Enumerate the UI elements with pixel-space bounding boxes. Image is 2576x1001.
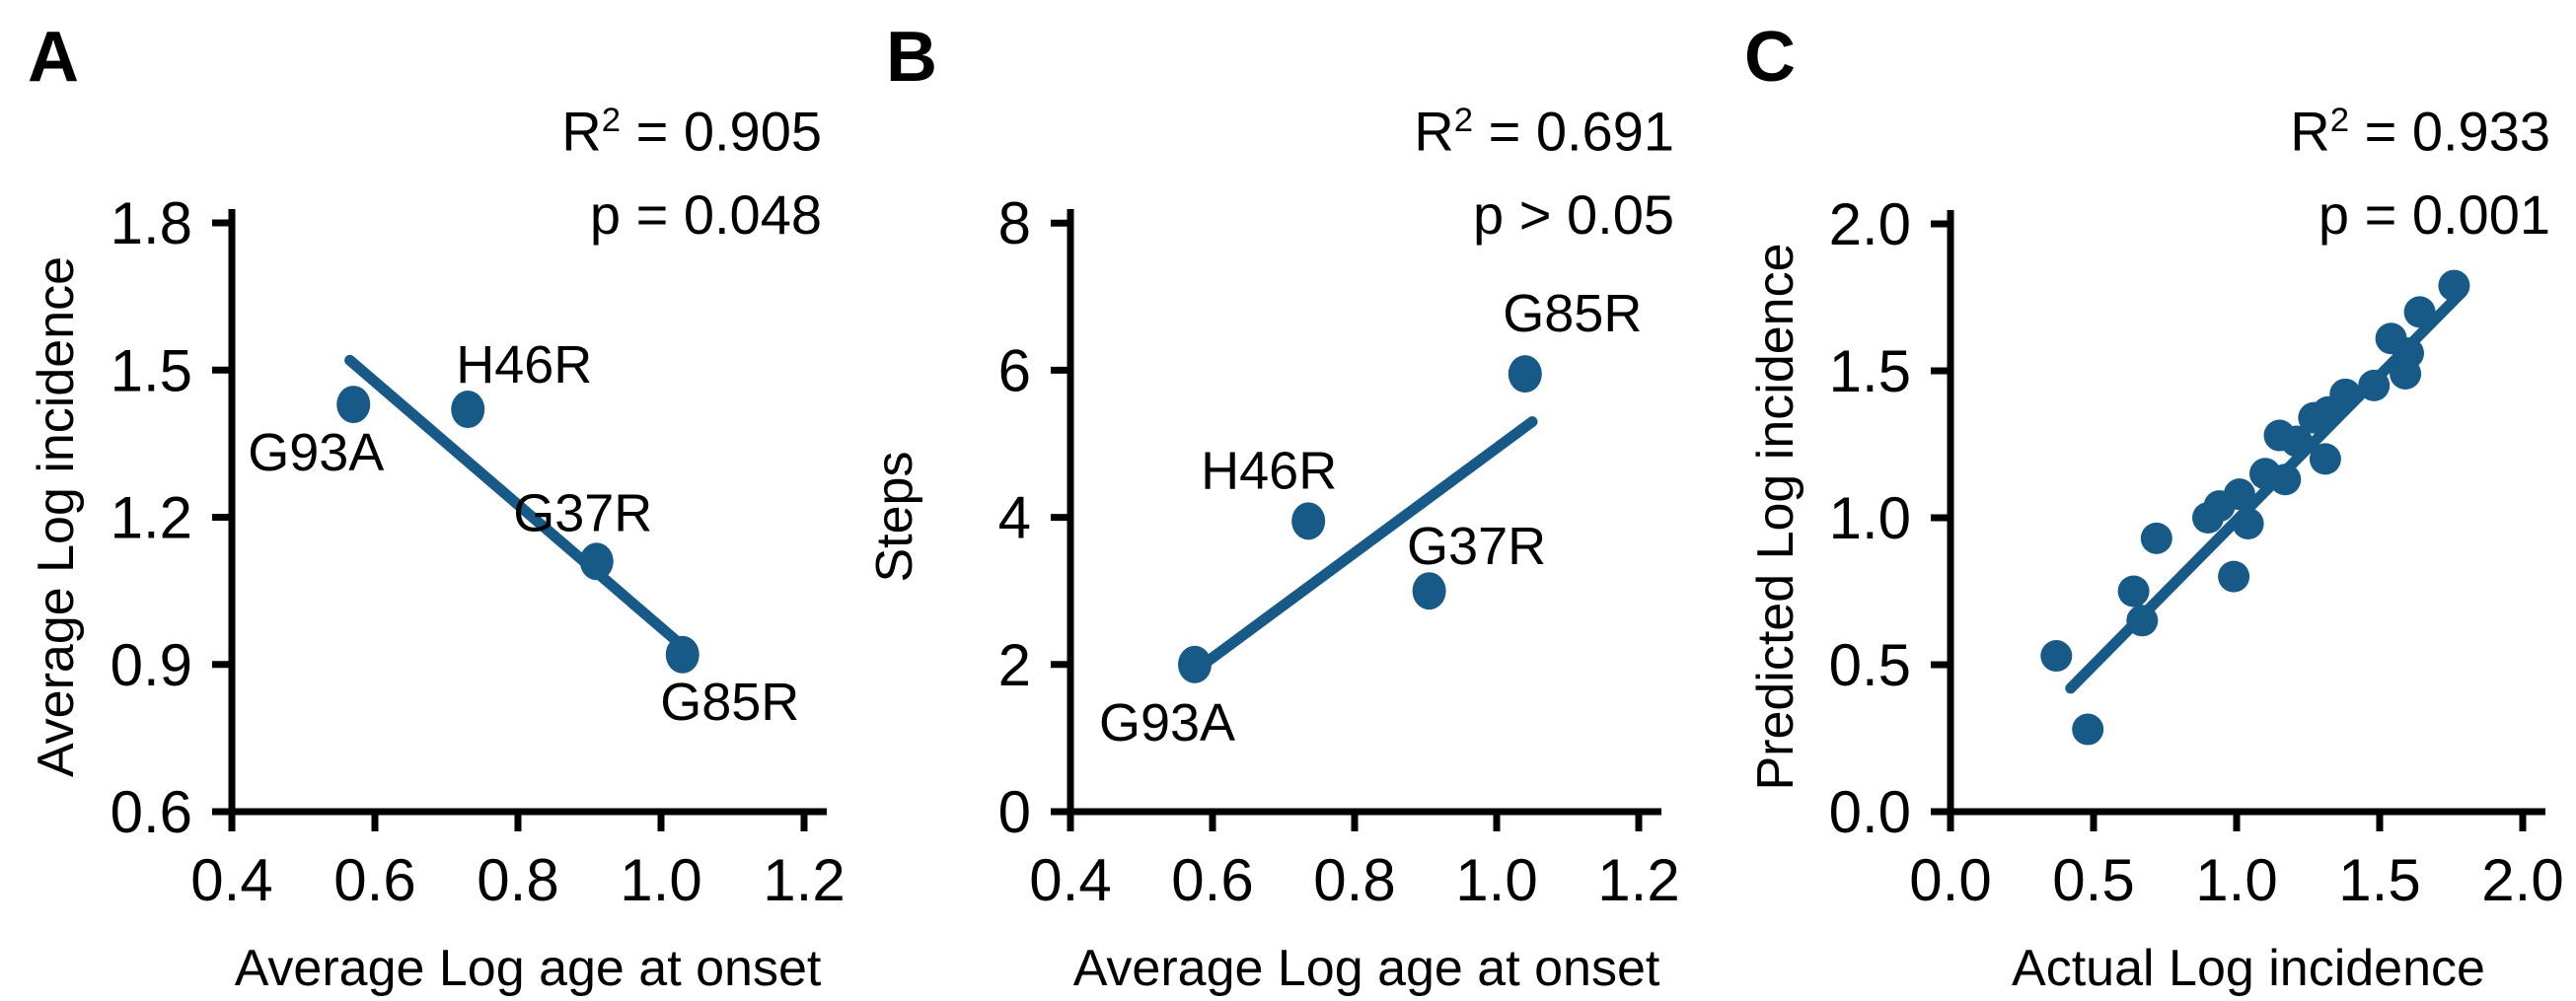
data-point	[2126, 605, 2159, 637]
data-point-label: G37R	[513, 483, 652, 542]
x-axis-title-a: Average Log age at onset	[234, 940, 822, 997]
data-point-label: G93A	[248, 423, 384, 482]
y-axis-title-c: Predicted Log incidence	[1747, 243, 1804, 791]
data-point	[579, 542, 614, 581]
r-squared-text: R2 = 0.691	[1414, 100, 1674, 163]
y-axis-title-b: Steps	[866, 451, 923, 583]
data-point	[2438, 269, 2470, 302]
y-tick-label: 0.5	[1829, 632, 1911, 698]
x-tick-label: 1.2	[763, 847, 845, 913]
p-value-text: p > 0.05	[1473, 182, 1674, 246]
data-point	[1412, 572, 1446, 610]
data-point	[1178, 645, 1212, 683]
trend-line	[1193, 416, 1538, 675]
y-tick-label: 1.5	[1829, 338, 1911, 404]
x-tick-label: 0.6	[1171, 847, 1253, 913]
p-value-text: p = 0.048	[589, 182, 822, 246]
y-tick-label: 0.6	[110, 779, 192, 845]
data-point	[2329, 378, 2362, 410]
superscript-2: 2	[601, 102, 622, 139]
panel-b-plot: 0.4 0.6 0.8 1.0 1.2 0 2 4 6 8 G93A H46R G37R G85R	[998, 190, 1680, 913]
y-tick-label: 1.2	[110, 485, 192, 551]
data-point	[1508, 355, 1542, 393]
data-point	[2140, 522, 2172, 554]
data-point	[2117, 575, 2150, 608]
stats-block-b: R2 = 0.691 p > 0.05	[1280, 79, 1674, 256]
data-point	[2269, 464, 2302, 496]
data-point	[2358, 369, 2391, 401]
data-point	[2223, 478, 2255, 511]
data-point	[2040, 640, 2073, 673]
x-tick-label: 0.4	[190, 847, 272, 913]
data-point-label: G85R	[660, 673, 799, 732]
data-point	[2232, 507, 2264, 539]
data-point	[1291, 502, 1326, 540]
panel-c-plot: 0.0 0.5 1.0 1.5 2.0 0.0 0.5 1.0 1.5 2.0	[1829, 191, 2564, 913]
superscript-2: 2	[2329, 102, 2350, 139]
data-point	[2218, 560, 2250, 593]
x-tick-label: 2.0	[2481, 847, 2563, 913]
x-tick-label: 1.0	[620, 847, 701, 913]
x-tick-label: 0.8	[1313, 847, 1395, 913]
panel-letter-b: B	[886, 18, 937, 97]
x-tick-label: 0.8	[477, 847, 558, 913]
data-point-label: G93A	[1099, 693, 1235, 752]
panel-a-plot: 0.4 0.6 0.8 1.0 1.20.60.91.21.51.8G93AH46RG3…	[110, 190, 846, 913]
x-tick-label: 0.5	[2052, 847, 2134, 913]
x-tick-label: 0.0	[1909, 847, 1991, 913]
data-point	[2280, 425, 2313, 458]
y-tick-label: 1.5	[110, 337, 192, 403]
p-value-text: p = 0.001	[2318, 182, 2550, 246]
y-tick-label: 0	[998, 779, 1031, 845]
y-tick-label: 6	[998, 337, 1031, 403]
x-axis-title-c: Actual Log incidence	[2012, 940, 2485, 997]
data-point	[665, 635, 699, 674]
data-point	[2072, 713, 2104, 746]
x-axis-title-b: Average Log age at onset	[1072, 940, 1660, 997]
x-tick-label: 0.4	[1029, 847, 1111, 913]
trend-line	[344, 354, 681, 646]
data-point-label: G37R	[1407, 517, 1546, 576]
panel-letter-a: A	[28, 18, 79, 97]
panel-letter-c: C	[1744, 18, 1796, 97]
y-tick-label: 8	[998, 190, 1031, 256]
superscript-2: 2	[1453, 102, 1474, 139]
y-tick-label: 1.8	[110, 190, 192, 256]
stats-block-c: R2 = 0.933 p = 0.001	[2156, 79, 2550, 256]
data-point	[336, 386, 371, 424]
r-squared-text: R2 = 0.933	[2290, 100, 2550, 163]
x-tick-label: 1.5	[2338, 847, 2420, 913]
x-tick-label: 1.0	[2195, 847, 2277, 913]
data-point	[2403, 296, 2436, 328]
data-point-label: G85R	[1503, 284, 1642, 343]
stats-block-a: R2 = 0.905 p = 0.048	[427, 79, 822, 256]
y-tick-label: 2	[998, 632, 1031, 698]
y-tick-label: 0.9	[110, 632, 192, 698]
data-point	[2392, 337, 2424, 370]
y-tick-label: 4	[998, 485, 1031, 551]
x-tick-label: 1.2	[1597, 847, 1679, 913]
y-tick-label: 1.0	[1829, 485, 1911, 551]
data-point	[451, 391, 485, 429]
data-point-label: H46R	[1201, 441, 1337, 500]
x-tick-label: 0.6	[333, 847, 415, 913]
data-point	[2309, 443, 2341, 475]
y-tick-label: 2.0	[1829, 191, 1911, 257]
y-tick-label: 0.0	[1829, 779, 1911, 845]
data-point-label: H46R	[456, 335, 592, 394]
r-squared-text: R2 = 0.905	[561, 100, 822, 163]
x-tick-label: 1.0	[1455, 847, 1537, 913]
y-axis-title-a: Average Log incidence	[28, 255, 85, 778]
